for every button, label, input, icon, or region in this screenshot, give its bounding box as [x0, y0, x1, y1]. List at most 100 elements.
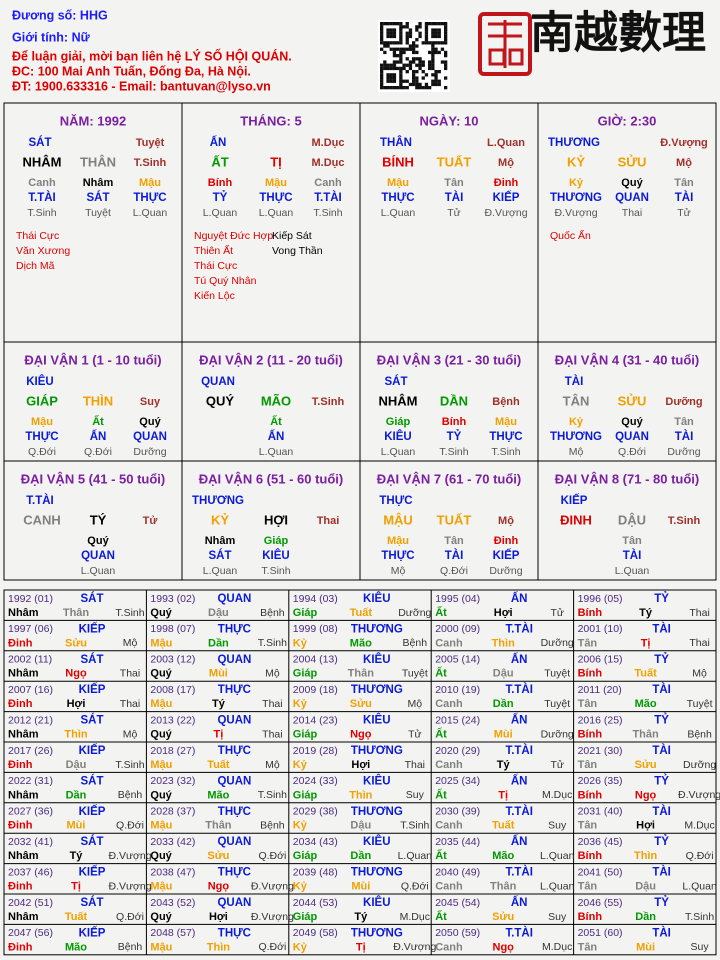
- year-branch: Dần: [493, 698, 514, 710]
- year-stem: Đinh: [8, 759, 33, 771]
- qr-cell: [431, 79, 435, 83]
- year-stem: Tân: [578, 759, 598, 771]
- qr-cell: [431, 60, 435, 64]
- year-stage: Q.Đới: [258, 850, 286, 862]
- qr-cell: [380, 66, 384, 71]
- year-god: KIẾP: [79, 866, 106, 879]
- hidden-stem: Giáp: [264, 535, 289, 547]
- qr-cell: [399, 86, 403, 90]
- ten-god: SÁT: [385, 375, 408, 388]
- year-stage: M.Dục: [684, 820, 714, 832]
- year-stage: T.Sinh: [685, 911, 714, 923]
- qr-cell: [396, 54, 400, 58]
- year-god: T.TÀI: [505, 866, 532, 879]
- year-god: QUAN: [217, 593, 251, 605]
- qr-cell: [399, 73, 403, 77]
- year-god: ẤN: [511, 774, 528, 787]
- year-branch: Dần: [350, 850, 371, 862]
- branch: TỊ: [270, 154, 282, 169]
- year-stage: Đ.Vượng: [393, 941, 436, 953]
- year-stem: Kỷ: [293, 637, 308, 649]
- year-stage: T.Sinh: [115, 759, 144, 771]
- ten-god: QUAN: [201, 376, 235, 388]
- branch: TUẤT: [437, 512, 472, 527]
- hidden-god: THỰC: [259, 192, 292, 204]
- hidden-god: SÁT: [209, 549, 232, 562]
- qr-cell: [392, 60, 397, 64]
- hidden-stage: Q.Đới: [440, 565, 468, 577]
- year-label: 2004 (13): [293, 654, 338, 666]
- hidden-stem: Kỷ: [569, 177, 584, 189]
- qr-cell: [428, 60, 432, 64]
- year-stage: Q.Đới: [686, 850, 714, 862]
- hidden-god: THƯƠNG: [550, 192, 602, 204]
- year-god: SÁT: [81, 653, 104, 666]
- hidden-god: THỰC: [25, 431, 58, 443]
- year-stem: Đinh: [8, 820, 33, 832]
- qr-cell: [415, 25, 419, 29]
- hidden-god: TÀI: [675, 191, 694, 204]
- qr-cell: [424, 28, 429, 32]
- qr-cell: [399, 70, 403, 74]
- year-branch: Thìn: [349, 789, 372, 801]
- qr-cell: [415, 38, 419, 42]
- year-label: 2022 (31): [8, 775, 53, 787]
- year-stem: Mậu: [150, 759, 172, 771]
- heading: ĐẠI VẬN 3 (21 - 30 tuổi): [377, 352, 521, 367]
- year-stage: T.Sinh: [115, 607, 144, 619]
- qr-cell: [383, 41, 387, 45]
- year-stem: Đinh: [8, 637, 33, 649]
- star: Văn Xương: [16, 245, 70, 257]
- qr-cell: [380, 82, 384, 87]
- qr-cell: [392, 31, 397, 35]
- hidden-god: ẤN: [90, 430, 107, 443]
- year-god: TÀI: [652, 805, 671, 818]
- year-god: THỰC: [218, 684, 251, 696]
- year-stem: Quý: [150, 607, 172, 619]
- stage: Mộ: [676, 157, 692, 169]
- qr-cell: [444, 50, 448, 55]
- year-stage: Q.Đới: [116, 820, 144, 832]
- qr-cell: [431, 63, 435, 67]
- qr-cell: [392, 41, 397, 45]
- year-stage: M.Dục: [542, 789, 572, 801]
- year-branch: Mùi: [636, 941, 655, 953]
- qr-cell: [392, 34, 397, 39]
- branch: MÃO: [261, 393, 291, 408]
- hidden-stem: Mậu: [139, 177, 161, 189]
- qr-cell: [431, 28, 435, 32]
- hidden-stage: L.Quan: [259, 207, 294, 219]
- year-stage: Q.Đới: [116, 911, 144, 923]
- qr-cell: [399, 57, 403, 61]
- qr-cell: [402, 86, 406, 90]
- hidden-stage: Dưỡng: [489, 565, 522, 577]
- qr-cell: [392, 76, 397, 80]
- year-stage: M.Dục: [400, 911, 430, 923]
- phone: ĐT: 1900.633316 - Email: bantuvan@lyso.v…: [12, 79, 271, 93]
- hidden-stem: Bính: [442, 416, 467, 428]
- year-stem: Tân: [578, 941, 598, 953]
- branch: TÝ: [90, 512, 107, 527]
- qr-cell: [396, 86, 400, 90]
- year-stem: Nhâm: [8, 729, 39, 741]
- qr-cell: [437, 70, 441, 74]
- qr-cell: [389, 63, 393, 67]
- qr-cell: [383, 86, 387, 90]
- qr-cell: [386, 66, 390, 71]
- year-branch: Thân: [632, 729, 659, 741]
- hidden-god: TÀI: [445, 549, 464, 562]
- year-stage: Mộ: [265, 759, 280, 771]
- qr-cell: [437, 22, 441, 26]
- stem: GIÁP: [26, 393, 58, 408]
- hidden-stem: Quý: [621, 177, 643, 189]
- qr-cell: [437, 31, 441, 35]
- year-label: 2015 (24): [435, 714, 480, 726]
- year-branch: Tý: [212, 698, 226, 710]
- ten-god: THƯƠNG: [192, 495, 244, 507]
- year-label: 2008 (17): [150, 684, 195, 696]
- qr-cell: [392, 54, 397, 58]
- qr-cell: [383, 22, 387, 26]
- ten-god: KIÊU: [26, 375, 53, 388]
- year-stage: Thai: [262, 728, 282, 740]
- year-stage: Bệnh: [403, 637, 428, 649]
